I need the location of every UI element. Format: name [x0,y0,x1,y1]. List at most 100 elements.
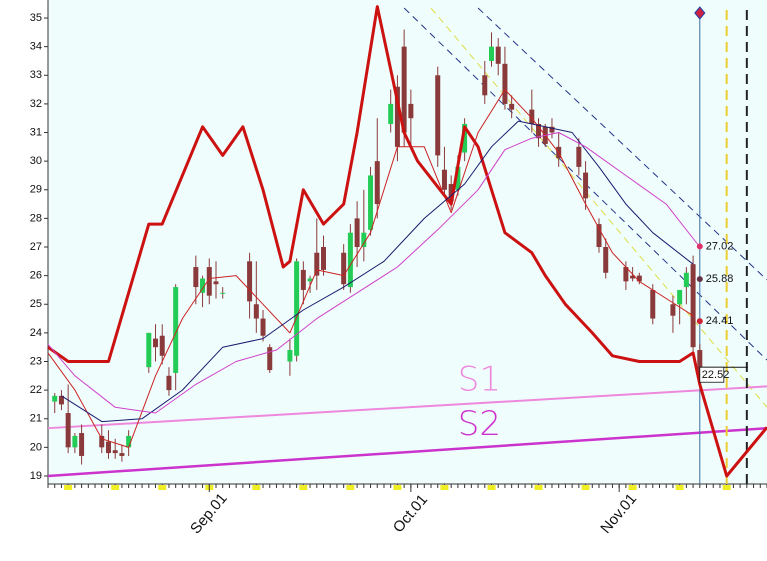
candle-body [112,450,118,454]
candle-body [603,247,609,273]
price-label: 24.41 [706,315,734,327]
last-price-box [699,366,725,383]
y-tick-label: 20 [30,441,42,453]
price-marker [696,318,703,325]
candle-body [583,172,589,199]
x-tick-label: Sep.01 [187,490,231,537]
candle-body [482,75,488,96]
trendline-label: S2 [458,404,501,444]
candle-body [697,350,703,376]
week-block [534,485,543,490]
indicator-line [47,89,694,448]
candle-body [690,264,696,348]
top-diamond [694,6,706,20]
week-block [64,485,73,490]
y-tick-label: 24 [30,327,42,339]
candle-body [341,252,347,285]
trendline [47,426,767,478]
candle-body [394,86,400,147]
channel-line [430,7,767,408]
candle-body [287,350,293,362]
week-block [722,485,731,490]
y-tick-label: 30 [30,155,42,167]
candle-body [509,103,515,110]
candle-body [683,272,689,288]
last-price-label: 22.52 [702,369,730,381]
candle-body [153,338,159,348]
candle-body [300,269,306,290]
candle-body [670,304,676,316]
candle-body [52,395,58,402]
candle-body [294,261,300,356]
y-tick-label: 32 [30,98,42,110]
price-label: 27.02 [706,240,734,252]
candle-body [368,175,374,230]
candle-body [126,435,132,448]
candle-body [105,441,111,454]
y-tick-label: 34 [30,41,42,53]
candle-body [321,247,327,270]
candle-body [495,46,501,64]
indicator-line [61,120,694,423]
week-block [158,485,167,490]
candle-body [650,289,656,319]
candle-body [65,413,71,448]
candle-body [72,435,78,448]
trendline [47,385,767,430]
candle-body [347,232,353,288]
y-tick-label: 19 [30,470,42,482]
y-tick-label: 22 [30,384,42,396]
x-tick-label: Oct.01 [390,491,431,536]
candle-body [596,224,602,248]
candle-body [455,166,461,190]
y-tick-label: 23 [30,355,42,367]
candle-body [529,109,535,124]
candle-body [260,318,266,336]
week-block [252,485,261,490]
candle-body [354,218,360,248]
y-tick-label: 21 [30,413,42,425]
y-tick-label: 33 [30,69,42,81]
y-tick-label: 35 [30,12,42,24]
channel-line [477,7,767,281]
week-block [675,485,684,490]
y-tick-label: 26 [30,270,42,282]
week-block [346,485,355,490]
price-label: 25.88 [706,273,734,285]
candle-body [166,375,172,391]
candle-body [58,395,64,405]
candle-body [502,63,508,104]
candle-body [435,75,441,156]
week-block [111,485,120,490]
week-block [628,485,637,490]
price-marker [696,276,703,283]
candle-body [408,103,414,119]
candle-body [146,332,152,368]
candle-body [630,275,636,279]
week-block [487,485,496,490]
x-tick-label: Nov.01 [597,490,640,536]
candle-body [536,123,542,139]
candle-body [576,146,582,167]
candle-body [448,184,454,202]
candle-body [388,103,394,124]
candle-body [253,304,259,319]
candle-body [488,46,494,61]
candle-body [247,261,253,302]
week-block [393,485,402,490]
candle-body [99,435,105,448]
candle-body [213,281,219,285]
candle-body [677,289,683,305]
candle-body [307,278,313,282]
candle-body [173,287,179,373]
candle-body [200,278,206,293]
week-block [299,485,308,490]
candle-body [119,453,125,456]
candle-body [159,335,165,356]
candle-body [314,252,320,276]
candle-body [361,232,367,248]
price-marker [696,243,703,250]
candle-body [206,267,212,296]
indicator-line [47,132,701,414]
